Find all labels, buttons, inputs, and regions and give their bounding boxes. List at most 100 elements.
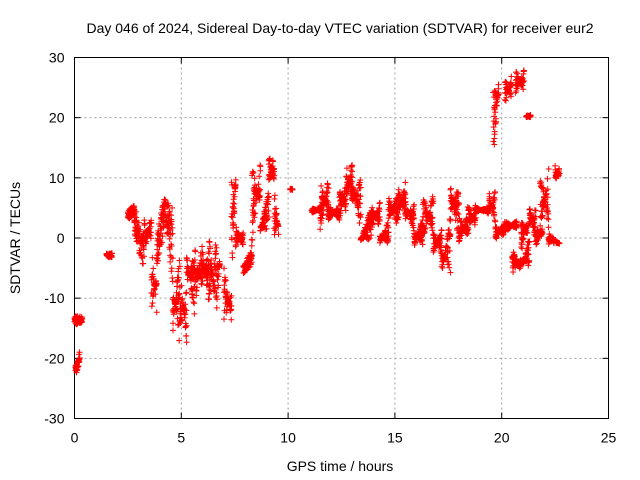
data-point — [387, 210, 394, 217]
data-point — [183, 339, 190, 346]
data-point — [215, 282, 222, 289]
data-point — [256, 193, 263, 200]
data-point — [439, 264, 446, 271]
data-point — [213, 244, 220, 251]
data-point — [231, 210, 238, 217]
data-point — [248, 253, 255, 260]
data-point — [228, 316, 235, 323]
data-point — [222, 277, 229, 284]
data-point — [318, 182, 325, 189]
data-point — [178, 282, 185, 289]
y-tick-label: 30 — [49, 50, 65, 66]
data-point — [174, 305, 181, 312]
data-point — [438, 250, 445, 257]
data-point — [508, 93, 515, 100]
data-points — [71, 67, 563, 376]
data-point — [213, 304, 220, 311]
data-point — [491, 196, 498, 203]
data-point — [343, 165, 350, 172]
data-point — [357, 177, 364, 184]
data-point — [248, 242, 255, 249]
data-point — [206, 286, 213, 293]
data-point — [176, 257, 183, 264]
data-point — [342, 207, 349, 214]
data-point — [256, 186, 263, 193]
data-point — [455, 201, 462, 208]
data-point — [137, 226, 144, 233]
data-point — [228, 213, 235, 220]
data-point — [447, 216, 454, 223]
data-point — [545, 216, 552, 223]
data-point — [556, 240, 563, 247]
data-point — [199, 277, 206, 284]
data-point — [526, 206, 533, 213]
data-point — [169, 255, 176, 262]
data-point — [182, 301, 189, 308]
data-point — [320, 207, 327, 214]
data-point — [210, 278, 217, 285]
data-point — [251, 182, 258, 189]
data-point — [135, 219, 142, 226]
data-point — [207, 245, 214, 252]
data-point — [385, 233, 392, 240]
data-point — [159, 233, 166, 240]
data-point — [324, 189, 331, 196]
x-tick-label: 0 — [71, 430, 79, 446]
x-tick-label: 10 — [280, 430, 296, 446]
data-point — [545, 166, 552, 173]
data-point — [166, 235, 173, 242]
data-point — [317, 226, 324, 233]
data-point — [525, 262, 532, 269]
x-tick-label: 15 — [387, 430, 403, 446]
data-point — [411, 201, 418, 208]
data-point — [437, 232, 444, 239]
data-point — [165, 202, 172, 209]
data-point — [193, 287, 200, 294]
data-point — [275, 223, 282, 230]
data-point — [168, 218, 175, 225]
data-point — [206, 250, 213, 257]
data-point — [212, 241, 219, 248]
data-point — [191, 300, 198, 307]
data-point — [455, 211, 462, 218]
data-point — [365, 236, 372, 243]
data-point — [141, 253, 148, 260]
data-point — [150, 265, 157, 272]
data-point — [76, 349, 83, 356]
data-point — [396, 206, 403, 213]
data-point — [325, 185, 332, 192]
data-point — [143, 238, 150, 245]
data-point — [356, 185, 363, 192]
data-point — [429, 227, 436, 234]
data-point — [526, 257, 533, 264]
data-point — [229, 219, 236, 226]
y-tick-label: 20 — [49, 110, 65, 126]
data-point — [148, 303, 155, 310]
data-point — [492, 188, 499, 195]
data-point — [265, 193, 272, 200]
data-point — [510, 269, 517, 276]
data-point — [490, 199, 497, 206]
data-point — [402, 179, 409, 186]
data-point — [520, 67, 527, 74]
data-point — [166, 225, 173, 232]
data-point — [324, 197, 331, 204]
y-tick-label: -20 — [44, 350, 64, 366]
data-point — [495, 81, 502, 88]
x-tick-label: 5 — [177, 430, 185, 446]
data-point — [539, 212, 546, 219]
data-point — [357, 200, 364, 207]
x-tick-label: 25 — [601, 430, 617, 446]
data-point — [169, 224, 176, 231]
data-point — [204, 275, 211, 282]
data-point — [252, 210, 259, 217]
data-point — [520, 235, 527, 242]
data-point — [178, 317, 185, 324]
data-point — [438, 244, 445, 251]
y-tick-label: -30 — [44, 411, 64, 427]
data-point — [456, 215, 463, 222]
data-point — [495, 91, 502, 98]
y-tick-label: -10 — [44, 290, 64, 306]
data-point — [183, 289, 190, 296]
data-point — [454, 209, 461, 216]
